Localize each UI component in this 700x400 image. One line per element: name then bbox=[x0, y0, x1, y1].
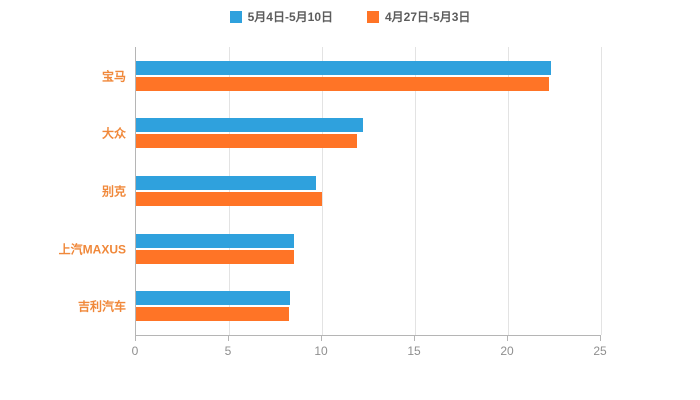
bar-blue bbox=[136, 118, 363, 133]
gridline bbox=[322, 47, 323, 335]
category-label: 宝马 bbox=[101, 69, 126, 84]
x-tick-label: 10 bbox=[314, 344, 328, 358]
gridline bbox=[415, 47, 416, 335]
x-tick-label: 25 bbox=[593, 344, 607, 358]
legend-swatch-orange bbox=[367, 10, 379, 23]
legend-item-week-current[interactable]: 5月4日-5月10日 bbox=[229, 8, 333, 25]
category-label: 上汽MAXUS bbox=[58, 242, 126, 257]
x-axis-tick bbox=[135, 336, 136, 341]
legend-label: 4月27日-5月3日 bbox=[385, 10, 471, 24]
x-tick-label: 15 bbox=[407, 344, 421, 358]
x-axis-tick bbox=[228, 336, 229, 341]
plot-area bbox=[135, 47, 602, 336]
legend-swatch-blue bbox=[229, 10, 242, 23]
bar-blue bbox=[136, 176, 317, 190]
legend-label: 5月4日-5月10日 bbox=[247, 10, 333, 24]
category-label: 吉利汽车 bbox=[77, 299, 126, 314]
gridline bbox=[229, 47, 230, 335]
x-axis-tick bbox=[600, 336, 601, 341]
bar-blue bbox=[136, 291, 291, 306]
gridline bbox=[601, 47, 602, 335]
x-axis-tick bbox=[321, 336, 322, 341]
x-tick-label: 0 bbox=[131, 344, 139, 358]
chart-legend: 5月4日-5月10日 4月27日-5月3日 bbox=[0, 8, 700, 25]
x-axis-tick bbox=[507, 336, 508, 341]
bar-orange bbox=[136, 249, 295, 264]
bar-orange bbox=[136, 76, 549, 91]
category-label: 别克 bbox=[101, 184, 126, 199]
x-axis-tick bbox=[414, 336, 415, 341]
bar-orange bbox=[136, 192, 322, 206]
legend-item-week-previous[interactable]: 4月27日-5月3日 bbox=[367, 8, 470, 25]
x-tick-label: 5 bbox=[224, 344, 232, 358]
category-label: 大众 bbox=[101, 126, 126, 141]
gridline bbox=[508, 47, 509, 335]
bar-blue bbox=[136, 233, 295, 248]
bar-orange bbox=[136, 307, 289, 322]
bar-blue bbox=[136, 60, 551, 75]
x-tick-label: 20 bbox=[500, 344, 514, 358]
bar-orange bbox=[136, 134, 358, 149]
